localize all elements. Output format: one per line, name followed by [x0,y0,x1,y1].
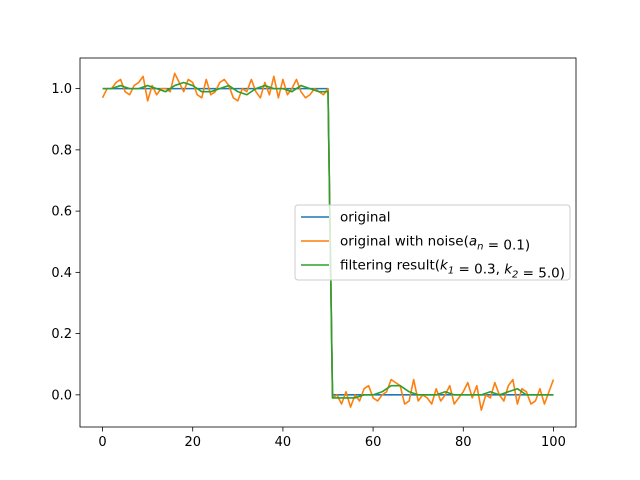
legend-label-1: original with noise(an = 0.1) [340,234,530,254]
x-axis: 0 20 40 60 80 100 [98,427,566,450]
legend-label-0: original [340,210,390,226]
x-tick-label: 20 [184,435,201,450]
legend-box [294,204,571,281]
y-tick-label: 0.8 [51,143,72,158]
x-tick-label: 60 [365,435,382,450]
legend: original original with noise(an = 0.1) fil… [294,204,571,282]
series-line-1 [101,72,555,411]
x-tick-label: 100 [541,435,566,450]
legend-label-2: filtering result(k1 = 0.3, k2 = 5.0) [340,258,565,282]
y-tick-label: 0.4 [51,266,72,281]
x-tick-label: 40 [275,435,292,450]
y-tick-label: 0.6 [51,205,72,220]
x-tick-label: 80 [455,435,472,450]
x-tick-label: 0 [98,435,106,450]
y-tick-label: 1.0 [51,82,72,97]
y-tick-label: 0.0 [51,388,72,403]
y-tick-label: 0.2 [51,327,72,342]
plot-frame [79,57,577,428]
y-axis: 0.0 0.2 0.4 0.6 0.8 1.0 [51,82,80,403]
